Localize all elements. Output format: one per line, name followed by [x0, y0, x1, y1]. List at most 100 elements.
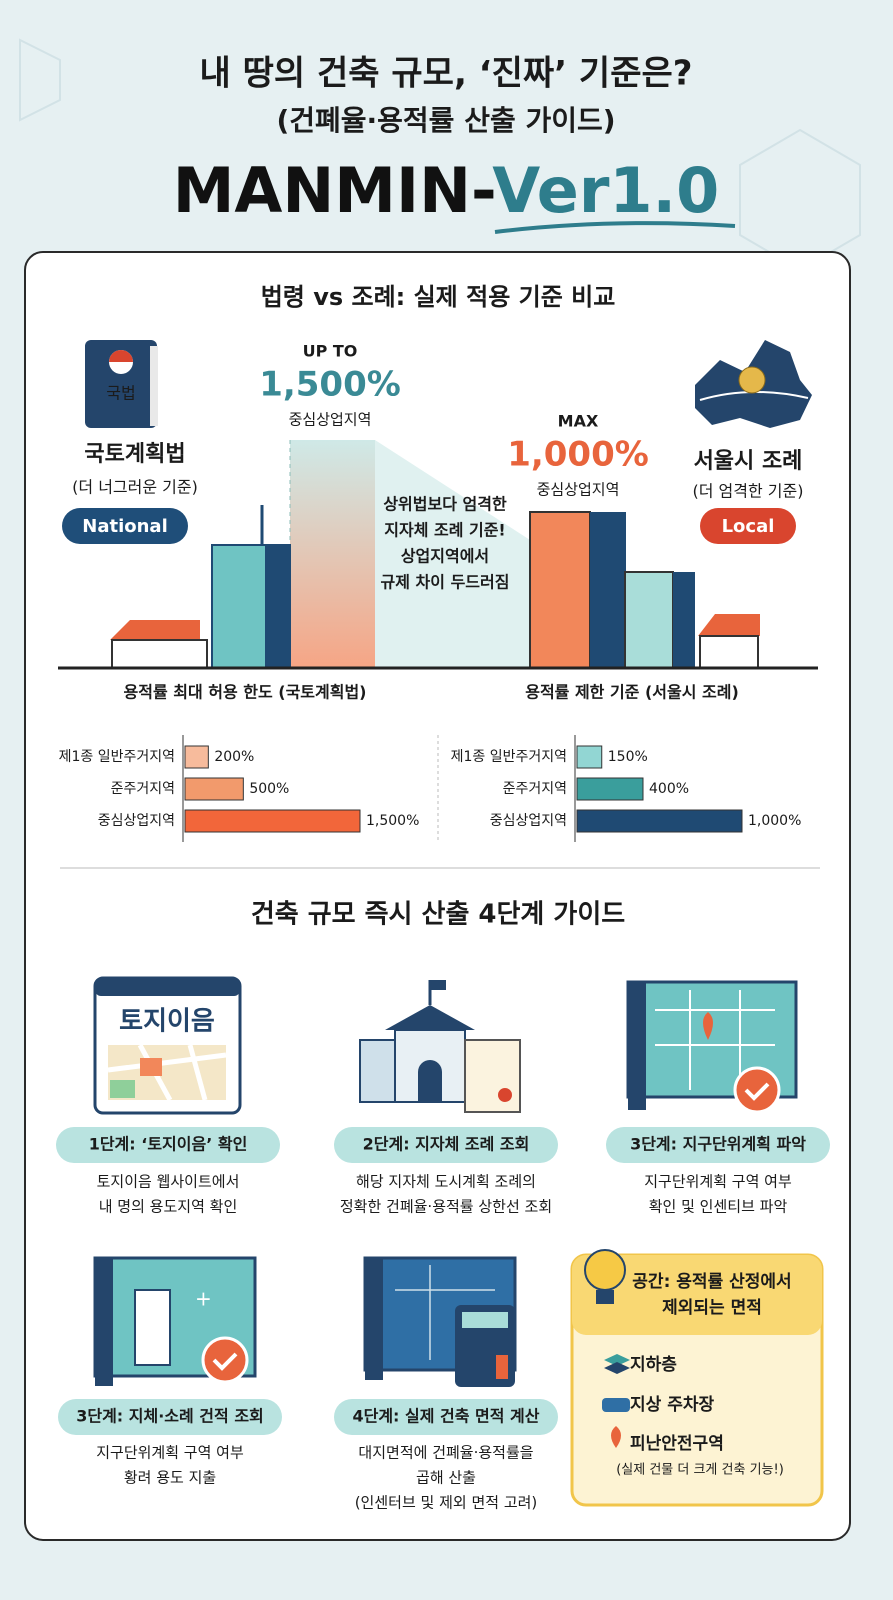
bar — [576, 809, 743, 833]
decoration — [212, 1352, 238, 1371]
step5-icon — [363, 1256, 517, 1387]
main-title: 내 땅의 건축 규모, ‘진짜’ 기준은? — [199, 54, 692, 94]
category-label: 제1종 일반주거지역 — [451, 749, 567, 765]
decoration — [604, 1354, 630, 1366]
value-label: 500% — [249, 781, 289, 797]
decoration — [624, 571, 674, 669]
decoration — [95, 978, 240, 996]
step-desc: (인센터브 및 제외 면적 고려) — [355, 1494, 538, 1512]
decoration — [290, 440, 375, 668]
step-desc: 해당 지자체 도시계획 조례의 — [356, 1173, 536, 1191]
decoration — [19, 38, 61, 122]
decoration — [385, 1005, 475, 1030]
brand: MANMIN-Ver1.0 — [173, 154, 720, 227]
decoration — [739, 128, 861, 272]
brand-version: Ver1.0 — [492, 154, 719, 227]
local-zone: 중심상업지역 — [537, 481, 620, 499]
tip-title: 공간: 용적률 산정에서 — [632, 1272, 791, 1292]
step-pill — [334, 1399, 558, 1435]
book-label: 국법 — [106, 384, 135, 403]
decoration — [201, 1336, 249, 1384]
buildings-illustration — [58, 440, 818, 670]
bar — [576, 777, 644, 801]
decoration — [150, 346, 158, 426]
decoration — [498, 1088, 512, 1102]
local-note: (더 엄격한 기준) — [693, 482, 804, 501]
deco-symbol: + — [195, 1287, 212, 1311]
decoration — [590, 512, 626, 668]
decoration — [699, 635, 759, 669]
bar — [184, 777, 244, 801]
national-name: 국토계획법 — [84, 442, 185, 467]
callout-line: 규제 차이 두드러짐 — [381, 573, 510, 592]
decoration — [134, 1289, 171, 1366]
step-pill — [58, 1399, 282, 1435]
national-note: (더 너그러운 기준) — [72, 478, 198, 497]
tip-item-icons — [602, 1354, 630, 1448]
national-badge-text: National — [82, 516, 167, 537]
step-desc: 지구단위계획 구역 여부 — [96, 1444, 244, 1462]
decoration — [110, 1080, 135, 1098]
step1-icon: 토지이음 — [93, 976, 242, 1115]
tip-header — [572, 1255, 822, 1335]
national-value: 1,500% — [259, 365, 401, 405]
brand-name: MANMIN- — [173, 154, 494, 227]
chart-title: 용적률 최대 허용 한도 (국토계획법) — [124, 683, 367, 702]
step-label: 3단계: 지구단위계획 파악 — [630, 1135, 806, 1154]
decoration — [604, 1362, 630, 1374]
subtitle: (건폐율·용적률 산출 가이드) — [276, 104, 615, 137]
chart-title: 용적률 제한 기준 (서울시 조례) — [525, 683, 739, 702]
step-desc: 황려 용도 지출 — [124, 1469, 216, 1487]
decoration — [738, 366, 766, 394]
tip-note: (실제 건물 더 크게 건축 기능!) — [616, 1463, 784, 1478]
local-name: 서울시 조례 — [694, 449, 803, 474]
national-badge — [62, 508, 188, 544]
decoration — [365, 1258, 383, 1380]
decoration — [673, 572, 695, 668]
decoration — [703, 1012, 713, 1040]
step-pill — [56, 1127, 280, 1163]
decoration — [584, 1249, 626, 1291]
value-label: 200% — [214, 749, 254, 765]
step-icon-text: 토지이음 — [119, 1007, 215, 1037]
step-label: 4단계: 실제 건축 면적 계산 — [352, 1407, 539, 1426]
bar-charts: 제1종 일반주거지역 200% 준주거지역 500% 중심상업지역 1,500% 제1종 일… — [59, 745, 801, 833]
step-label: 1단계: ‘토지이음’ 확인 — [89, 1135, 248, 1154]
local-badge-text: Local — [722, 516, 775, 537]
national-zone: 중심상업지역 — [289, 411, 372, 429]
tip-item: 지상 주차장 — [630, 1395, 714, 1415]
decoration — [111, 639, 208, 669]
decoration — [496, 1355, 508, 1379]
decoration — [464, 1039, 521, 1113]
decoration — [418, 1060, 442, 1102]
decoration — [733, 1066, 781, 1114]
decoration — [85, 340, 157, 428]
section-title: 법령 vs 조례: 실제 적용 기준 비교 — [261, 283, 616, 311]
decoration — [395, 1265, 495, 1360]
callout-line: 상위법보다 엄격한 — [383, 495, 507, 514]
tip-item: 지하층 — [630, 1355, 677, 1375]
value-label: 1,500% — [366, 813, 419, 829]
law-book-icon: 국법 — [85, 340, 158, 428]
underline — [494, 221, 736, 234]
decoration — [698, 614, 760, 636]
value-label: 400% — [649, 781, 689, 797]
category-label: 제1종 일반주거지역 — [59, 749, 175, 765]
step-desc: 확인 및 인센티브 파악 — [649, 1198, 788, 1216]
step-desc: 지구단위계획 구역 여부 — [644, 1173, 792, 1191]
decoration — [95, 1258, 113, 1386]
category-label: 중심상업지역 — [490, 813, 567, 829]
value-label: 150% — [608, 749, 648, 765]
decoration — [611, 1426, 621, 1448]
bar — [184, 745, 209, 769]
bar — [184, 809, 361, 833]
step2-icon — [359, 980, 521, 1113]
value-label: 1,000% — [748, 813, 801, 829]
decoration — [109, 350, 133, 362]
local-badge — [700, 508, 796, 544]
national-prefix: UP TO — [303, 342, 358, 361]
tip-title: 제외되는 면적 — [662, 1298, 762, 1318]
category-label: 준주거지역 — [111, 781, 175, 797]
local-value: 1,000% — [507, 435, 649, 475]
